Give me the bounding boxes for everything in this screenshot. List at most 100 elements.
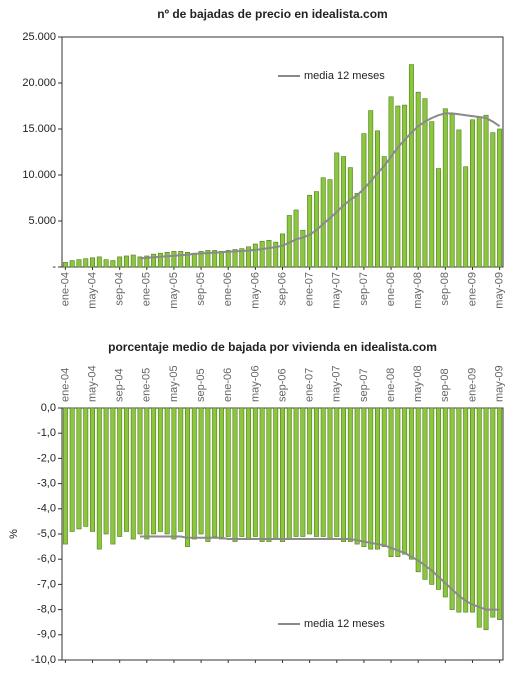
x-tick-label: ene-07 (304, 368, 316, 402)
bar (110, 407, 116, 545)
bar (307, 194, 313, 268)
bar (62, 407, 68, 545)
bar (178, 407, 184, 532)
bar (354, 407, 360, 545)
bar (395, 407, 401, 557)
bar (151, 407, 157, 535)
bar (157, 407, 163, 532)
y-tick-label: -9,0 (37, 629, 56, 641)
x-tick-label: ene-05 (141, 272, 153, 306)
bar (286, 407, 292, 540)
bar (137, 407, 143, 535)
y-tick-label: 10.000 (22, 169, 56, 181)
bar (293, 407, 299, 537)
x-tick-label: ene-09 (466, 272, 478, 306)
y-tick-label: 20.000 (22, 77, 56, 89)
bar (90, 257, 96, 268)
bar (415, 407, 421, 573)
bar (144, 407, 150, 540)
y-tick-label: 15.000 (22, 123, 56, 135)
bar (280, 233, 285, 268)
x-tick-label: may-04 (86, 365, 98, 402)
bar (191, 407, 197, 540)
bar (320, 407, 326, 537)
x-tick-label: ene-07 (304, 272, 316, 306)
bar (368, 110, 374, 268)
x-tick-label: may-08 (412, 365, 424, 402)
x-tick-label: ene-04 (59, 368, 71, 402)
bar (436, 407, 442, 590)
bar (327, 407, 333, 540)
x-tick-label: ene-08 (385, 368, 397, 402)
bar (185, 407, 190, 547)
bar (62, 262, 68, 268)
bar (497, 128, 503, 268)
bar (341, 156, 347, 268)
bar (449, 407, 455, 610)
bar (266, 240, 272, 268)
bar (469, 119, 475, 268)
y-tick-label: -5,0 (37, 528, 56, 540)
bar (300, 407, 306, 537)
bar (225, 407, 231, 537)
x-tick-label: may-05 (168, 272, 180, 309)
bar (388, 96, 394, 268)
x-tick-label: ene-04 (59, 272, 71, 306)
bar (130, 407, 136, 540)
bar (225, 250, 231, 268)
bar (463, 407, 469, 613)
bar (123, 407, 129, 532)
bar (415, 91, 421, 268)
bar (83, 258, 89, 268)
bar (246, 407, 252, 540)
x-tick-label: sep-06 (276, 368, 288, 402)
bar (273, 407, 279, 540)
x-tick-label: ene-05 (141, 368, 153, 402)
bar (198, 407, 204, 535)
bar (110, 260, 116, 268)
bar (232, 407, 238, 542)
bar (76, 407, 82, 530)
y-tick-label: -8,0 (37, 604, 56, 616)
x-tick-label: sep-04 (114, 272, 126, 306)
bar (212, 407, 218, 537)
bar (232, 249, 238, 268)
bar (151, 253, 157, 268)
x-tick-label: may-08 (412, 272, 424, 309)
moving-average-line (140, 535, 500, 611)
bar (375, 407, 380, 550)
bar (476, 116, 482, 268)
bar (178, 251, 184, 268)
bar (456, 129, 462, 268)
bar (375, 130, 380, 268)
bar (381, 156, 387, 268)
y-tick-label: -4,0 (37, 503, 56, 515)
x-tick-label: may-07 (331, 365, 343, 402)
bar (246, 246, 252, 268)
y-tick-label: -1,0 (37, 427, 56, 439)
bar (259, 407, 265, 542)
bar (69, 407, 75, 532)
bar (361, 133, 367, 268)
x-tick-label: sep-07 (358, 368, 370, 402)
bar (171, 251, 177, 268)
bar (259, 240, 265, 268)
bar (90, 407, 96, 532)
bar (395, 105, 401, 268)
y-tick-label: 25.000 (22, 31, 56, 43)
x-tick-label: may-07 (331, 272, 343, 309)
x-tick-label: ene-06 (222, 272, 234, 306)
bar (164, 251, 170, 268)
bar (354, 193, 360, 268)
y-tick-label: 5.000 (28, 215, 56, 227)
bar (205, 407, 211, 542)
y-axis-label: % (8, 529, 20, 539)
bar (171, 407, 177, 540)
legend-label: media 12 meses (304, 70, 385, 82)
bar (130, 254, 136, 268)
bar (266, 407, 272, 542)
bar (185, 251, 190, 268)
bar (103, 407, 109, 535)
bar (347, 167, 353, 268)
